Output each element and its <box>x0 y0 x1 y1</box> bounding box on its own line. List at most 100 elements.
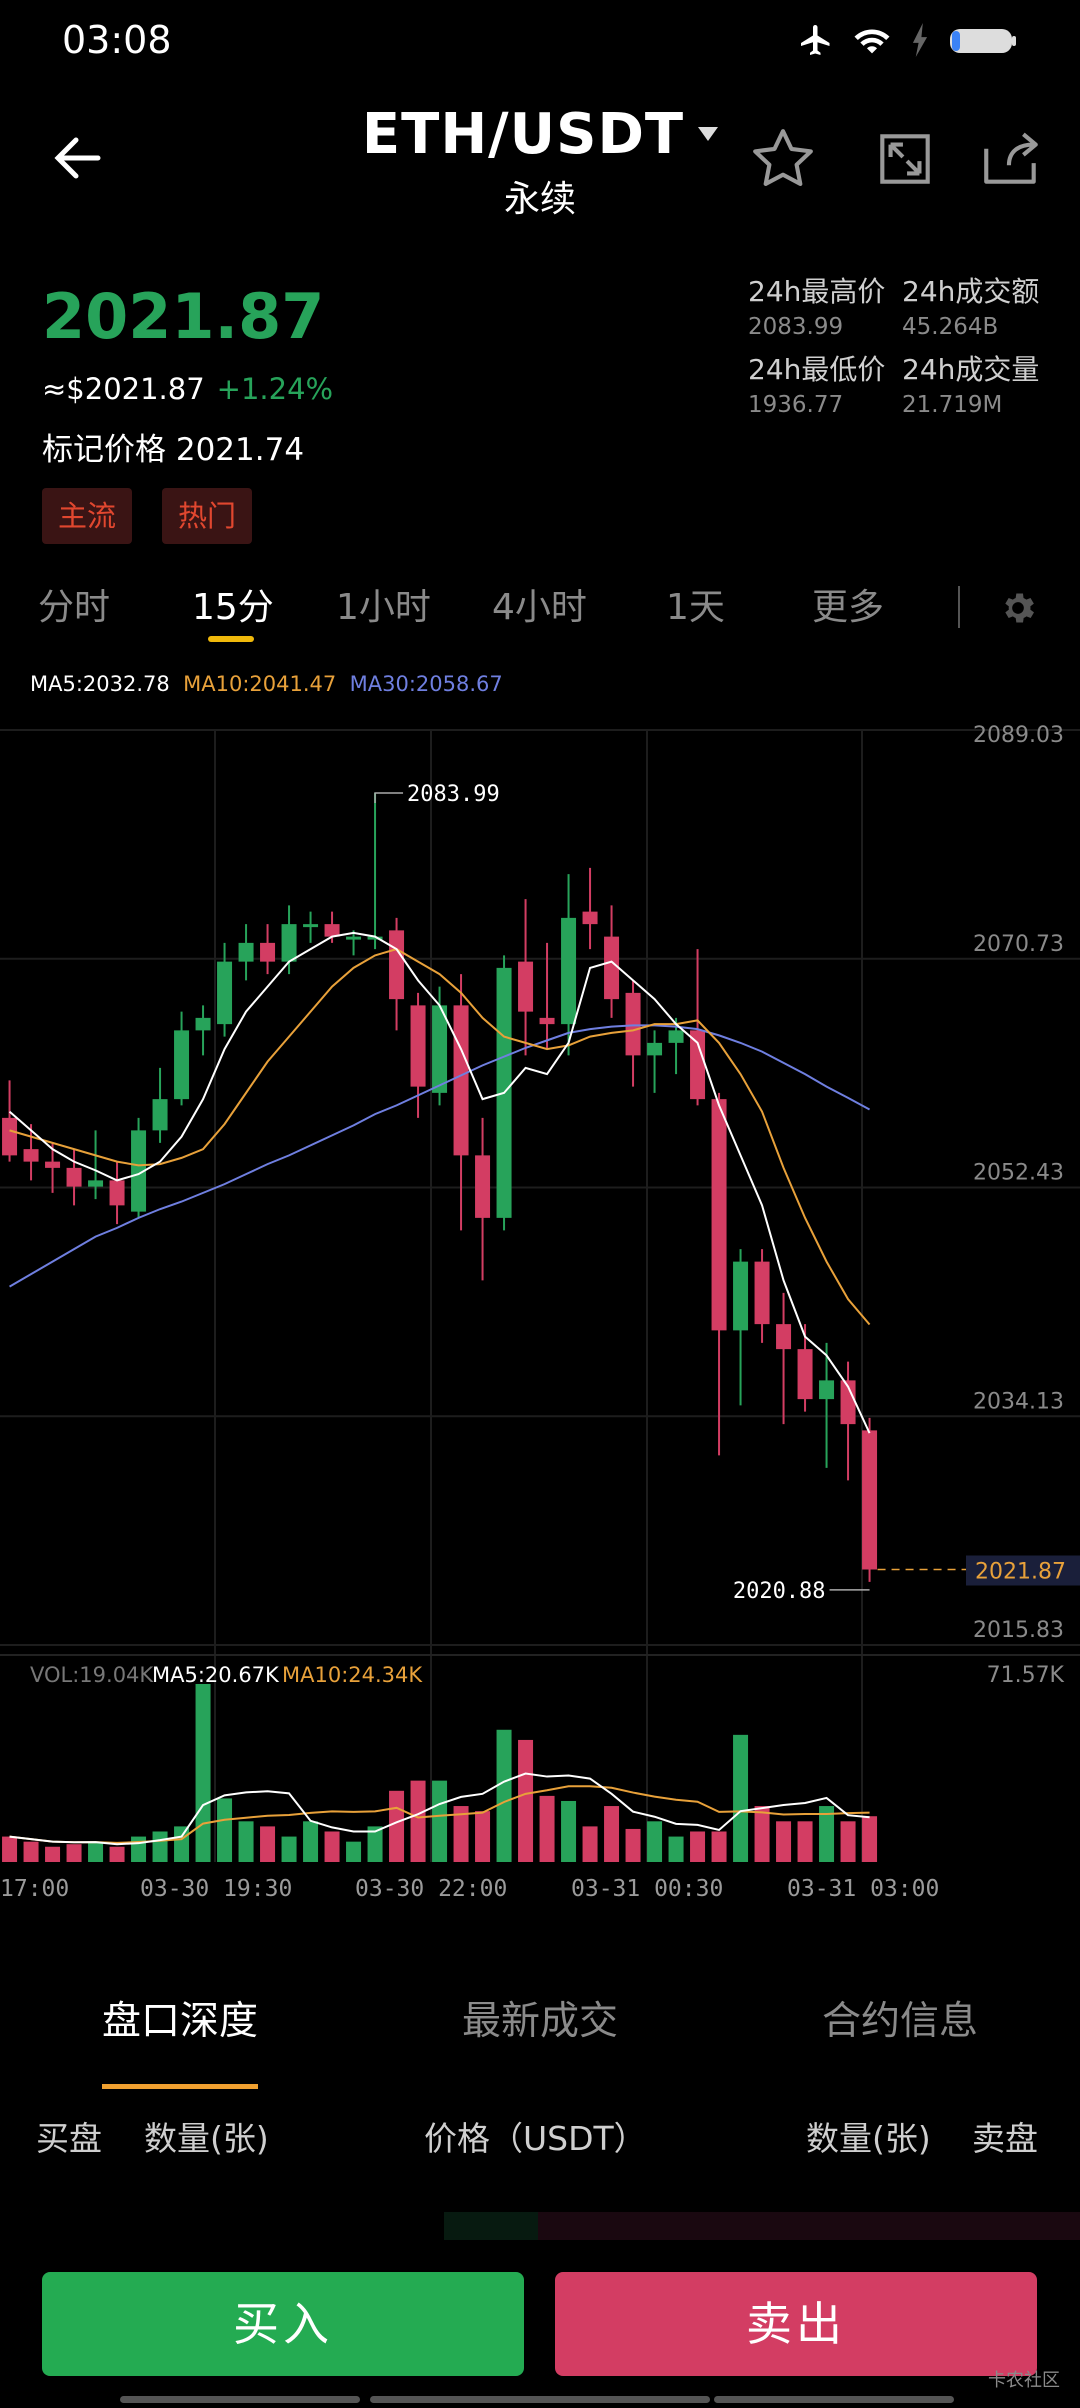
wifi-icon <box>854 29 890 54</box>
stat-turnover-label: 24h成交额 <box>902 275 1040 308</box>
ma10-legend: MA10:2041.47 <box>183 672 337 696</box>
active-tab-indicator <box>208 636 254 642</box>
watermark: 卡农社区 <box>988 2370 1060 2391</box>
tab-more[interactable]: 更多 <box>812 587 885 628</box>
tab-order-depth[interactable]: 盘口深度 <box>102 1999 259 2044</box>
time-axis-label: 17:00 <box>0 1876 69 1902</box>
candle-body <box>2 1117 18 1156</box>
ma5-line <box>8 931 871 1434</box>
volume-bar <box>797 1821 813 1862</box>
volume-bar <box>754 1806 770 1862</box>
candle-body <box>109 1180 125 1206</box>
candle-body <box>23 1149 39 1162</box>
nav-bar <box>370 2396 710 2403</box>
usd-price: ≈$2021.87 +1.24% <box>42 372 333 406</box>
volume-bar <box>88 1841 104 1862</box>
candle-body <box>324 924 340 937</box>
candle-body <box>711 1099 727 1331</box>
candle-body <box>582 911 598 925</box>
back-arrow-icon[interactable] <box>46 126 110 190</box>
ma30-line <box>9 1024 871 1288</box>
candle-body <box>604 936 620 1000</box>
time-axis-label: 03-30 19:30 <box>140 1876 292 1902</box>
high-marker-label: 2083.99 <box>407 782 500 807</box>
volume-bar <box>389 1790 405 1862</box>
fullscreen-icon[interactable] <box>872 126 938 192</box>
candle-body <box>625 992 641 1056</box>
volume-bar <box>776 1821 792 1862</box>
tab-15m[interactable]: 15分 <box>192 587 274 628</box>
bottom-tab-indicator <box>102 2084 258 2089</box>
volume-bar <box>131 1836 147 1862</box>
pair-selector[interactable]: ETH/USDT <box>0 102 1080 167</box>
price-header: 价格（USDT） <box>424 2119 647 2158</box>
qty-left-header: 数量(张) <box>144 2119 269 2158</box>
candle-body <box>260 942 276 962</box>
kline-chart[interactable]: 2089.03 2070.73 2052.43 2034.13 2015.83 2083.… <box>0 700 1080 1950</box>
tab-timeshare[interactable]: 分时 <box>38 587 111 628</box>
ma-legend: MA5:2032.78 MA10:2041.47 MA30:2058.67 <box>30 672 503 696</box>
volume-bar <box>711 1831 727 1862</box>
volume-bar <box>539 1795 555 1862</box>
tag-mainstream[interactable]: 主流 <box>42 488 133 544</box>
stat-volume-value: 21.719M <box>902 392 1003 418</box>
candle-body <box>840 1380 856 1425</box>
volume-bar <box>238 1821 254 1862</box>
gear-icon[interactable] <box>998 588 1038 628</box>
candle-body <box>389 930 405 1000</box>
candle-body <box>819 1380 835 1400</box>
buy-button[interactable]: 买入 <box>42 2272 524 2376</box>
volume-bar <box>582 1826 598 1862</box>
sell-button[interactable]: 卖出 <box>555 2272 1037 2376</box>
volume-bar <box>432 1780 448 1862</box>
candle-body <box>88 1180 104 1187</box>
candle-body <box>152 1099 168 1131</box>
volume-bar <box>625 1828 641 1862</box>
price-axis-label: 2089.03 <box>973 723 1064 748</box>
candle-body <box>518 961 534 1012</box>
candle-body <box>45 1161 61 1168</box>
candle-body <box>195 1017 211 1031</box>
high-marker-line <box>374 792 404 803</box>
tab-contract-info[interactable]: 合约信息 <box>822 1999 979 2044</box>
price-axis-label: 2070.73 <box>973 932 1064 957</box>
share-icon[interactable] <box>978 126 1044 192</box>
volume-bar <box>2 1836 18 1862</box>
ma10-line <box>9 948 871 1326</box>
candle-body <box>561 917 577 1025</box>
tag-hot[interactable]: 热门 <box>162 488 253 544</box>
candle-body <box>733 1261 749 1331</box>
tab-1h[interactable]: 1小时 <box>336 587 431 628</box>
candle-body <box>131 1130 147 1212</box>
volume-bar <box>819 1806 835 1862</box>
status-time: 03:08 <box>62 18 172 62</box>
pair-title: ETH/USDT <box>361 102 685 167</box>
ask-header: 卖盘 <box>972 2119 1038 2158</box>
candle-body <box>754 1261 770 1325</box>
volume-bar <box>604 1806 620 1862</box>
volume-bar <box>152 1831 168 1862</box>
volume-bar <box>109 1846 125 1862</box>
time-axis-label: 03-31 03:00 <box>787 1876 939 1902</box>
bid-header: 买盘 <box>36 2119 102 2158</box>
volume-bar <box>195 1683 211 1862</box>
star-icon[interactable] <box>750 126 816 192</box>
volume-bar <box>66 1844 82 1862</box>
volume-bar <box>346 1841 362 1862</box>
stat-volume-label: 24h成交量 <box>902 353 1040 386</box>
tab-latest-trades[interactable]: 最新成交 <box>462 1999 619 2044</box>
tab-1d[interactable]: 1天 <box>666 587 725 628</box>
volume-bar <box>647 1821 663 1862</box>
charging-bolt-icon <box>912 23 928 57</box>
time-axis-label: 03-30 22:00 <box>355 1876 507 1902</box>
volume-bar <box>561 1800 577 1862</box>
stat-high-label: 24h最高价 <box>748 275 886 308</box>
current-price-tag <box>966 1555 1080 1586</box>
volume-bar <box>174 1826 190 1862</box>
tab-4h[interactable]: 4小时 <box>492 587 587 628</box>
current-price-label: 2021.87 <box>975 1560 1066 1585</box>
volume-bar <box>217 1798 233 1862</box>
usd-value: ≈$2021.87 <box>42 372 205 406</box>
candle-body <box>174 1030 190 1100</box>
stat-low-label: 24h最低价 <box>748 353 886 386</box>
